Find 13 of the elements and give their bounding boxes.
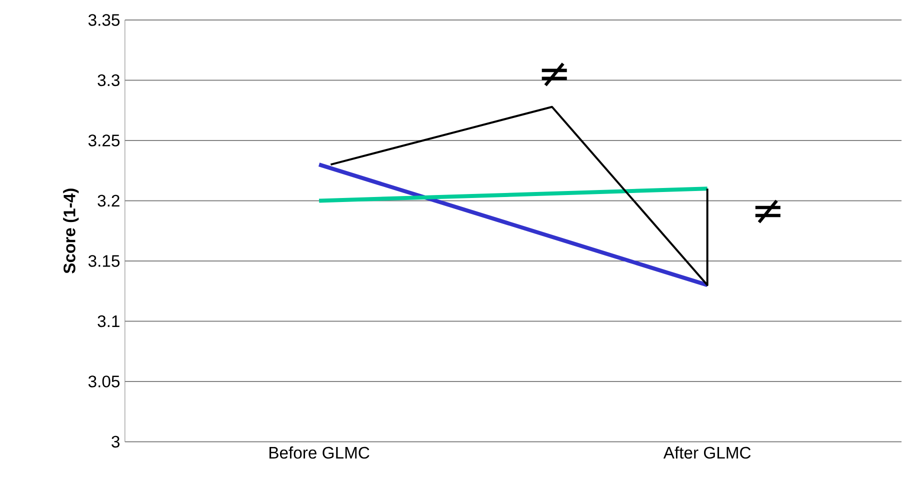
y-tick-label: 3.05: [88, 376, 120, 388]
y-tick-label: 3.1: [98, 315, 120, 328]
y-axis-title: Score (1-4): [63, 188, 79, 274]
y-tick-label: 3: [112, 436, 120, 448]
y-tick-label: 3.25: [88, 134, 120, 147]
x-tick-label: After GLMC: [663, 446, 751, 459]
x-tick-label: Before GLMC: [270, 446, 370, 459]
annotation: ≠: [542, 62, 567, 86]
annotation: ≠: [755, 200, 780, 224]
y-tick-label: 3.15: [88, 255, 120, 268]
y-tick-label: 3.3: [98, 74, 120, 86]
y-tick-label: 3.2: [98, 194, 120, 207]
y-tick-label: 3.35: [88, 14, 120, 26]
